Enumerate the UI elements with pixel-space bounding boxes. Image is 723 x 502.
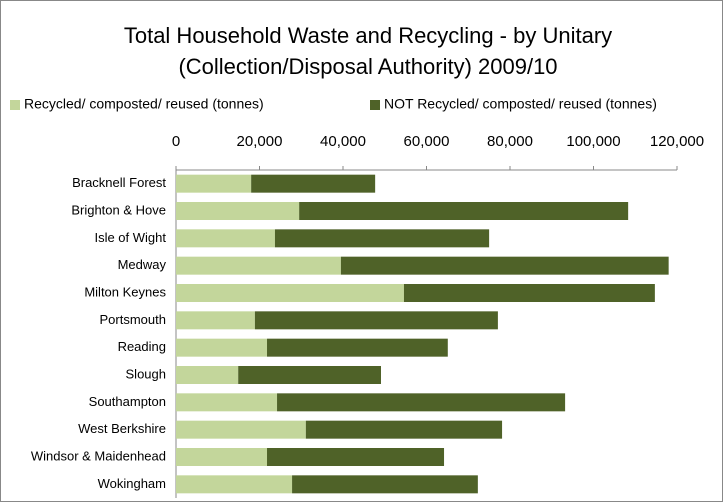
category-label: West Berkshire [78,421,166,436]
category-label: Slough [126,366,166,381]
bar-segment [176,420,306,439]
bar-segment [176,393,278,412]
chart-title: (Collection/Disposal Authority) 2009/10 [178,54,557,79]
bar-segment [340,256,669,275]
bar-segment [238,366,381,384]
bar-segment [305,420,503,439]
category-label: Milton Keynes [84,284,166,299]
legend-swatch [370,100,380,110]
category-label: Portsmouth [100,312,166,327]
legend-label: Recycled/ composted/ reused (tonnes) [24,96,264,112]
bar-segment [267,338,448,357]
bar-segment [176,202,300,220]
bar-segment [176,311,255,330]
bar-segment [299,202,629,220]
x-tick-label: 80,000 [487,133,533,150]
category-label: Reading [118,339,166,354]
legend-label: NOT Recycled/ composted/ reused (tonnes) [384,96,657,112]
bar-segment [176,284,404,302]
x-tick-label: 0 [172,133,180,150]
category-label: Wokingham [98,476,166,491]
bar-segment [277,393,566,412]
bar-segment [176,475,293,494]
bar-segment [403,284,655,302]
category-label: Brighton & Hove [71,202,166,217]
x-tick-label: 20,000 [237,133,283,150]
bar-segment [176,338,268,357]
bar-segment [274,229,490,248]
bar-segment [267,448,445,466]
x-tick-label: 100,000 [566,133,620,150]
bar-segment [176,174,252,193]
x-tick-label: 40,000 [320,133,366,150]
category-label: Southampton [89,394,166,409]
bar-segment [254,311,498,330]
bar-segment [292,475,478,494]
bar-segment [176,448,268,466]
bar-segment [176,256,341,275]
bar-segment [176,229,275,248]
x-tick-label: 60,000 [404,133,450,150]
chart-title: Total Household Waste and Recycling - by… [124,23,612,48]
category-label: Isle of Wight [94,230,166,245]
bar-segment [251,174,376,193]
legend-swatch [10,100,20,110]
category-label: Medway [118,257,167,272]
x-tick-label: 120,000 [650,133,704,150]
bar-segment [176,366,239,384]
category-label: Windsor & Maidenhead [31,448,166,463]
category-label: Bracknell Forest [72,175,166,190]
